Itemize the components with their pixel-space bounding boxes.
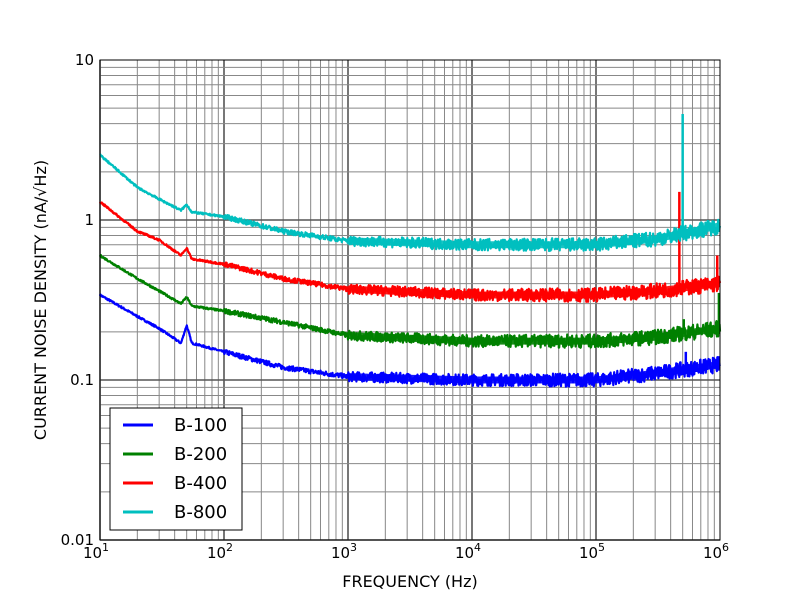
series-band-B-200 <box>347 324 721 345</box>
x-tick-label: 103 <box>331 541 357 562</box>
x-tick-label: 101 <box>83 541 109 562</box>
x-tick-label: 106 <box>703 541 729 562</box>
series-line-B-200 <box>98 254 722 349</box>
series-band-B-100 <box>348 361 721 384</box>
series-lines <box>98 113 722 388</box>
legend-label: B-800 <box>174 502 227 523</box>
y-tick-label: 0.1 <box>70 371 94 389</box>
x-tick-label: 105 <box>579 541 605 562</box>
tick-labels: 101 102 103 104 105 106 0.01 0.1 1 10 <box>61 51 729 562</box>
grid <box>99 60 720 541</box>
y-tick-label: 0.01 <box>61 531 94 549</box>
series-line-B-800 <box>99 153 722 253</box>
legend-box <box>109 407 243 531</box>
plot-frame <box>99 59 721 541</box>
x-tick-label: 104 <box>455 541 481 562</box>
y-tick-label: 10 <box>75 51 94 69</box>
y-tick-label: 1 <box>84 211 94 229</box>
legend-label: B-100 <box>174 415 227 436</box>
series-band-B-400 <box>348 280 721 299</box>
y-axis-label: CURRENT NOISE DENSITY (nA/√Hz) <box>31 160 50 440</box>
series-line-B-400 <box>98 201 722 303</box>
legend-label: B-200 <box>174 444 227 465</box>
legend-label: B-400 <box>174 473 227 494</box>
x-tick-label: 102 <box>207 541 233 562</box>
x-axis-label: FREQUENCY (Hz) <box>342 572 477 591</box>
legend: B-100 B-200 B-400 B-800 <box>109 407 243 531</box>
series-band-B-800 <box>347 222 721 249</box>
